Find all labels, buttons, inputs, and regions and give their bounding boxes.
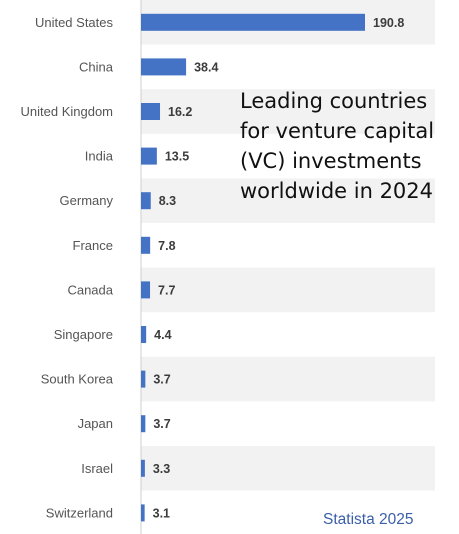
chart-title-line-4: worldwide in 2024 (240, 179, 434, 203)
category-label: South Korea (41, 372, 114, 387)
chart-title: Leading countries for venture capital (V… (240, 86, 455, 206)
category-label: Israel (81, 461, 113, 476)
bar (141, 504, 145, 522)
chart-title-line-3: (VC) investments (240, 149, 422, 173)
source-note: Statista 2025 (323, 511, 414, 528)
category-label: India (85, 149, 114, 164)
row-stripe (141, 89, 435, 134)
category-label: Canada (67, 282, 113, 297)
value-label: 16.2 (168, 105, 192, 119)
category-label: China (79, 59, 114, 74)
value-label: 38.4 (194, 60, 218, 74)
value-label: 8.3 (159, 194, 176, 208)
category-label: France (73, 238, 113, 253)
bar (141, 459, 145, 477)
bar (141, 415, 146, 433)
row-stripe (141, 267, 435, 313)
category-label: Singapore (54, 327, 113, 342)
value-label: 3.7 (153, 417, 170, 431)
chart-title-line-2: for venture capital (240, 119, 435, 143)
chart-title-line-1: Leading countries (240, 89, 428, 113)
bar (141, 58, 187, 76)
bar (141, 192, 151, 210)
bar (141, 281, 151, 299)
value-label: 7.8 (158, 239, 175, 253)
category-label: Germany (60, 193, 114, 208)
category-label: Switzerland (46, 505, 113, 520)
category-label: United States (35, 15, 114, 30)
row-stripe (141, 446, 435, 491)
bar (141, 370, 146, 388)
value-label: 4.4 (154, 328, 171, 342)
bar (141, 147, 157, 165)
value-label: 3.3 (153, 462, 170, 476)
row-stripe (141, 356, 435, 402)
value-label: 13.5 (165, 150, 189, 164)
value-label: 3.1 (153, 506, 170, 520)
category-label: Japan (78, 416, 113, 431)
value-label: 190.8 (373, 16, 404, 30)
bar (141, 326, 147, 343)
value-label: 7.7 (158, 283, 175, 297)
bar (141, 103, 161, 120)
bar (141, 236, 151, 254)
value-label: 3.7 (153, 373, 170, 387)
category-label: United Kingdom (21, 104, 114, 119)
bar (141, 13, 365, 31)
row-stripe (141, 178, 435, 223)
